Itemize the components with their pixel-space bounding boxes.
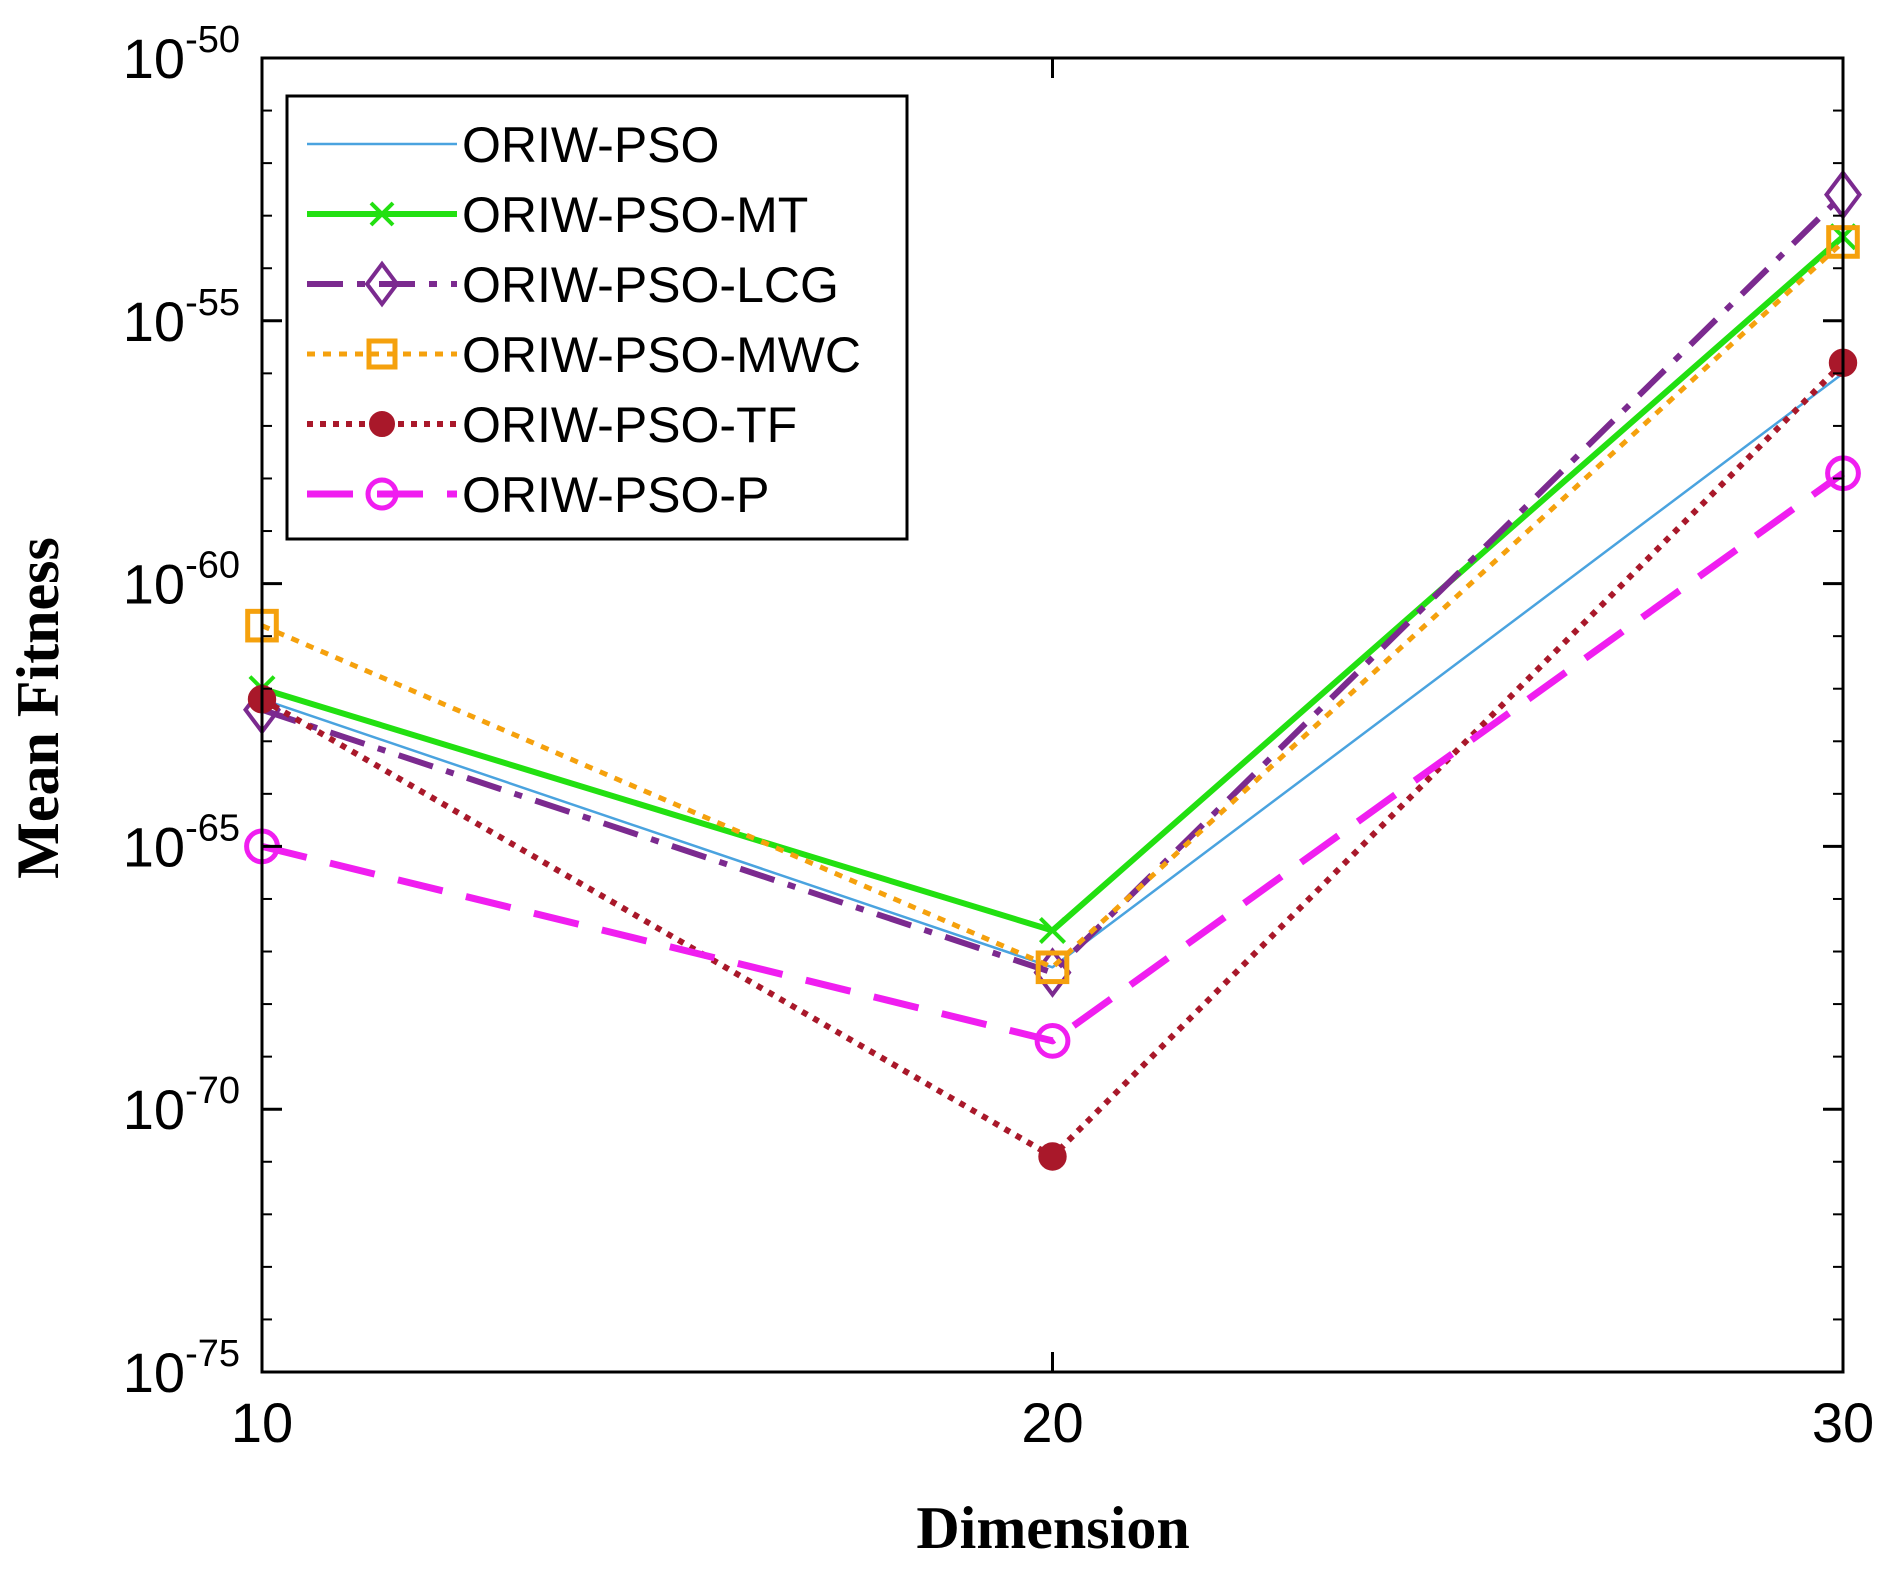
x-tick-label: 10 (231, 1391, 293, 1454)
data-point-marker (1038, 916, 1067, 945)
legend-item: ORIW-PSO (307, 117, 719, 173)
y-tick-label: 10-60 (123, 545, 240, 616)
legend-marker (365, 477, 399, 511)
x-tick-label: 20 (1021, 1391, 1083, 1454)
legend: ORIW-PSO ORIW-PSO-MT ORIW-PSO-LCG ORIW-PSO-… (285, 94, 909, 541)
legend-marker (369, 411, 395, 437)
x-axis-label: Dimension (916, 1495, 1189, 1561)
y-tick-label: 10-65 (123, 807, 240, 878)
data-point-marker (1034, 1022, 1071, 1059)
y-tick-label: 10-55 (123, 282, 240, 353)
legend-marker (369, 201, 395, 227)
axes: 10-75 10-70 10-65 10-60 10-55 10-50 10 20 30 (123, 19, 1874, 1454)
legend-item: ORIW-PSO-MT (307, 187, 808, 243)
series-line (261, 372, 1844, 969)
x-tick-label: 30 (1812, 1391, 1874, 1454)
y-axis-label: Mean Fitness (5, 537, 71, 879)
legend-label: ORIW-PSO-MT (462, 187, 808, 243)
y-tick-label: 10-75 (123, 1333, 240, 1404)
marker-x-stroke (1038, 916, 1067, 945)
legend-label: ORIW-PSO-P (462, 467, 769, 523)
y-tick-label: 10-50 (123, 19, 240, 90)
data-point-marker (1035, 950, 1070, 985)
series-oriw-pso (261, 372, 1844, 969)
legend-item: ORIW-PSO-LCG (307, 257, 839, 313)
legend-item: ORIW-PSO-MWC (307, 327, 861, 383)
legend-label: ORIW-PSO-LCG (462, 257, 839, 313)
y-tick-label: 10-70 (123, 1070, 240, 1141)
data-point-marker (1038, 1142, 1067, 1171)
legend-box (285, 94, 909, 541)
series-line (261, 470, 1846, 1045)
marker-x-stroke (369, 201, 395, 227)
legend-item: ORIW-PSO-TF (307, 397, 797, 453)
legend-marker (364, 260, 400, 308)
legend-label: ORIW-PSO-MWC (462, 327, 861, 383)
legend-label: ORIW-PSO-TF (462, 397, 797, 453)
legend-label: ORIW-PSO (462, 117, 719, 173)
legend-item: ORIW-PSO-P (307, 467, 769, 523)
legend-marker (366, 338, 398, 370)
